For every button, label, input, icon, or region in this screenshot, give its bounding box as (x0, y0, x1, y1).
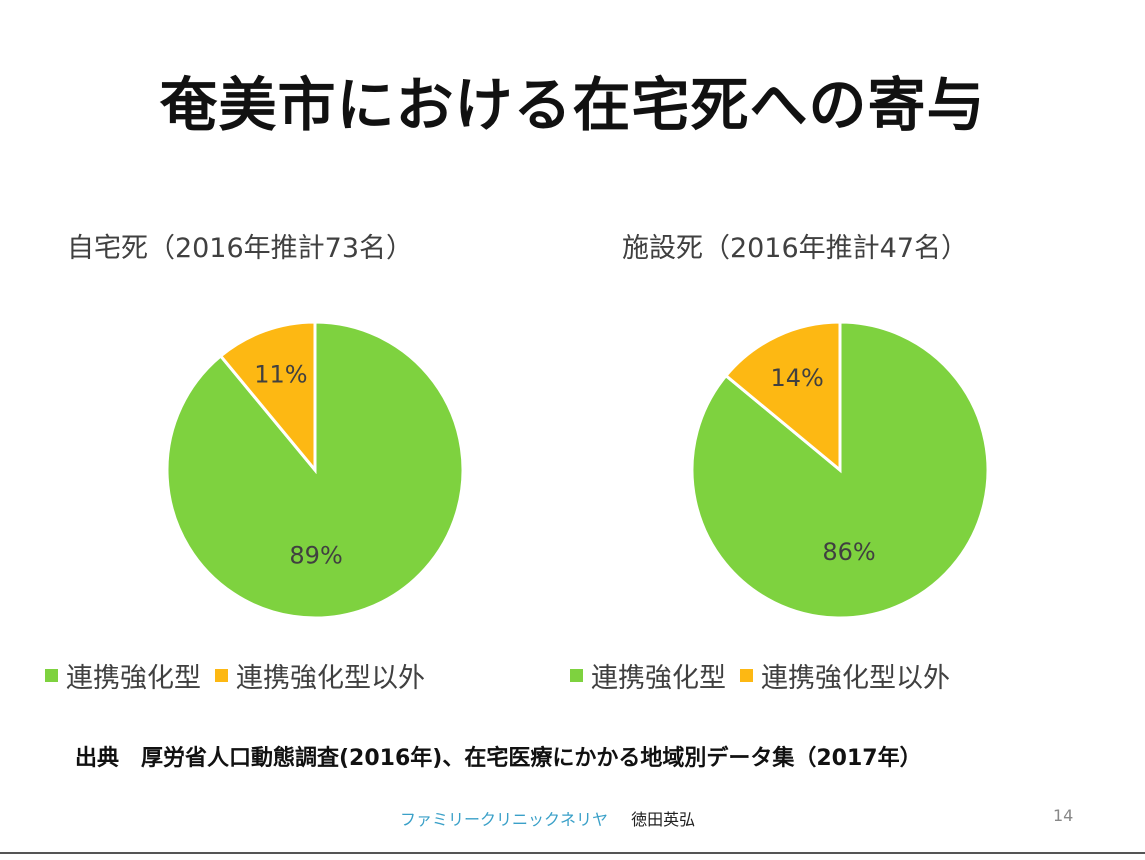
legend-label: 連携強化型 (66, 663, 201, 694)
pie-chart-home-death: 自宅死（2016年推計73名） 89% 11% 連携強化型 連携強化型以外 (45, 220, 585, 710)
data-label: 89% (289, 541, 342, 569)
legend-item-renkei-other: 連携強化型以外 (215, 656, 425, 695)
clinic-name: ファミリークリニックネリヤ (400, 810, 609, 829)
legend-item-renkei: 連携強化型 (570, 656, 726, 695)
data-label: 14% (770, 364, 823, 392)
pie-plot: 89% 11% (165, 320, 465, 620)
footer-brand: ファミリークリニックネリヤ 徳田英弘 (400, 806, 695, 830)
legend-swatch-orange (215, 669, 228, 682)
author-name: 徳田英弘 (631, 810, 696, 829)
pie-chart-facility-death: 施設死（2016年推計47名） 86% 14% 連携強化型 連携強化型以外 (570, 220, 1110, 710)
legend-swatch-green (570, 669, 583, 682)
chart-title: 自宅死（2016年推計73名） (66, 233, 414, 264)
legend-item-renkei: 連携強化型 (45, 656, 201, 695)
source-citation: 出典 厚労省人口動態調査(2016年)、在宅医療にかかる地域別データ集（2017… (75, 746, 922, 771)
chart-legend: 連携強化型 連携強化型以外 (45, 656, 585, 695)
legend-label: 連携強化型以外 (761, 663, 950, 694)
bottom-divider (0, 852, 1145, 854)
slide-title: 奄美市における在宅死への寄与 (159, 71, 986, 139)
legend-swatch-orange (740, 669, 753, 682)
legend-swatch-green (45, 669, 58, 682)
data-label: 11% (254, 360, 307, 388)
data-label: 86% (822, 538, 875, 566)
chart-title: 施設死（2016年推計47名） (621, 233, 969, 264)
pie-plot: 86% 14% (690, 320, 990, 620)
chart-legend: 連携強化型 連携強化型以外 (570, 656, 1110, 695)
legend-label: 連携強化型以外 (236, 663, 425, 694)
pie-slice-renkei-other (723, 320, 842, 474)
legend-label: 連携強化型 (591, 663, 726, 694)
legend-item-renkei-other: 連携強化型以外 (740, 656, 950, 695)
page-number: 14 (1053, 806, 1074, 825)
pie-slice-renkei-other (218, 320, 317, 475)
